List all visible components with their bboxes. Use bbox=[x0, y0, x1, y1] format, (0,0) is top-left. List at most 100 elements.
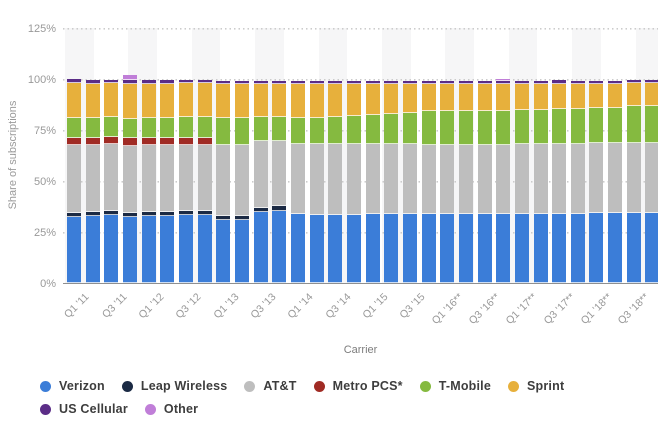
segment-uscellular[interactable] bbox=[216, 80, 231, 85]
segment-sprint[interactable] bbox=[645, 83, 658, 107]
bar-Q215[interactable] bbox=[384, 80, 399, 283]
segment-verizon[interactable] bbox=[589, 212, 604, 283]
segment-sprint[interactable] bbox=[365, 84, 380, 115]
segment-verizon[interactable] bbox=[458, 213, 473, 283]
segment-sprint[interactable] bbox=[570, 84, 585, 109]
bar-Q218[interactable] bbox=[608, 80, 623, 283]
segment-sprint[interactable] bbox=[384, 84, 399, 114]
legend-item-uscellular[interactable]: US Cellular bbox=[40, 402, 128, 416]
segment-leapwireless[interactable] bbox=[122, 212, 137, 217]
bar-Q316[interactable] bbox=[477, 80, 492, 283]
segment-verizon[interactable] bbox=[570, 213, 585, 283]
segment-metropcs[interactable] bbox=[160, 138, 175, 146]
segment-t-mobile[interactable] bbox=[496, 110, 511, 146]
segment-uscellular[interactable] bbox=[67, 78, 81, 84]
segment-uscellular[interactable] bbox=[160, 79, 175, 85]
segment-verizon[interactable] bbox=[514, 213, 529, 283]
segment-att[interactable] bbox=[570, 144, 585, 214]
segment-t-mobile[interactable] bbox=[141, 117, 156, 139]
segment-uscellular[interactable] bbox=[589, 80, 604, 85]
segment-uscellular[interactable] bbox=[365, 80, 380, 85]
segment-att[interactable] bbox=[384, 144, 399, 214]
bar-Q212[interactable] bbox=[160, 79, 175, 283]
segment-verizon[interactable] bbox=[626, 212, 641, 283]
bar-Q115[interactable] bbox=[365, 80, 380, 283]
bar-Q211[interactable] bbox=[85, 79, 100, 283]
segment-leapwireless[interactable] bbox=[104, 210, 119, 215]
segment-uscellular[interactable] bbox=[402, 80, 417, 85]
segment-uscellular[interactable] bbox=[608, 80, 623, 85]
segment-verizon[interactable] bbox=[253, 211, 268, 283]
bar-Q412[interactable] bbox=[197, 79, 212, 283]
segment-t-mobile[interactable] bbox=[514, 109, 529, 145]
segment-att[interactable] bbox=[178, 145, 193, 211]
segment-uscellular[interactable] bbox=[626, 79, 641, 83]
segment-sprint[interactable] bbox=[234, 84, 249, 118]
segment-leapwireless[interactable] bbox=[85, 211, 100, 216]
segment-uscellular[interactable] bbox=[421, 80, 436, 85]
segment-sprint[interactable] bbox=[552, 84, 567, 109]
segment-leapwireless[interactable] bbox=[216, 215, 231, 220]
bar-Q117[interactable] bbox=[514, 80, 529, 283]
segment-att[interactable] bbox=[458, 145, 473, 214]
legend-item-leapwireless[interactable]: Leap Wireless bbox=[121, 379, 228, 393]
segment-other[interactable] bbox=[496, 78, 511, 81]
legend-item-t-mobile[interactable]: T-Mobile bbox=[419, 379, 491, 393]
segment-t-mobile[interactable] bbox=[552, 108, 567, 145]
segment-uscellular[interactable] bbox=[458, 80, 473, 85]
segment-uscellular[interactable] bbox=[552, 79, 567, 85]
bar-Q313[interactable] bbox=[253, 81, 268, 283]
segment-att[interactable] bbox=[533, 144, 548, 214]
segment-t-mobile[interactable] bbox=[216, 117, 231, 146]
bar-Q118[interactable] bbox=[589, 80, 604, 283]
segment-sprint[interactable] bbox=[272, 84, 287, 117]
segment-t-mobile[interactable] bbox=[309, 117, 324, 145]
segment-t-mobile[interactable] bbox=[458, 110, 473, 146]
segment-t-mobile[interactable] bbox=[160, 117, 175, 139]
segment-t-mobile[interactable] bbox=[197, 116, 212, 139]
segment-t-mobile[interactable] bbox=[346, 115, 361, 145]
bar-Q216[interactable] bbox=[458, 80, 473, 283]
segment-uscellular[interactable] bbox=[309, 80, 324, 85]
segment-verizon[interactable] bbox=[402, 213, 417, 283]
segment-t-mobile[interactable] bbox=[67, 117, 81, 139]
segment-sprint[interactable] bbox=[216, 84, 231, 118]
segment-att[interactable] bbox=[440, 145, 455, 214]
segment-verizon[interactable] bbox=[440, 213, 455, 283]
segment-sprint[interactable] bbox=[458, 84, 473, 111]
segment-verizon[interactable] bbox=[608, 212, 623, 283]
segment-att[interactable] bbox=[496, 145, 511, 214]
segment-att[interactable] bbox=[309, 144, 324, 215]
segment-sprint[interactable] bbox=[253, 84, 268, 117]
segment-metropcs[interactable] bbox=[141, 138, 156, 146]
segment-uscellular[interactable] bbox=[85, 79, 100, 85]
segment-verizon[interactable] bbox=[645, 212, 658, 283]
bar-Q214[interactable] bbox=[309, 80, 324, 283]
segment-sprint[interactable] bbox=[440, 84, 455, 111]
bar-Q415[interactable] bbox=[421, 80, 436, 283]
segment-att[interactable] bbox=[141, 145, 156, 212]
segment-t-mobile[interactable] bbox=[570, 108, 585, 145]
legend-item-metropcs[interactable]: Metro PCS* bbox=[313, 379, 403, 393]
segment-uscellular[interactable] bbox=[645, 79, 658, 83]
segment-verizon[interactable] bbox=[85, 215, 100, 283]
segment-att[interactable] bbox=[328, 144, 343, 215]
segment-t-mobile[interactable] bbox=[290, 117, 305, 145]
bar-Q315[interactable] bbox=[402, 80, 417, 283]
segment-metropcs[interactable] bbox=[104, 137, 119, 145]
segment-t-mobile[interactable] bbox=[272, 116, 287, 142]
segment-leapwireless[interactable] bbox=[234, 215, 249, 220]
segment-leapwireless[interactable] bbox=[67, 212, 81, 217]
bar-Q112[interactable] bbox=[141, 79, 156, 283]
segment-att[interactable] bbox=[216, 145, 231, 216]
segment-uscellular[interactable] bbox=[197, 79, 212, 84]
segment-metropcs[interactable] bbox=[122, 138, 137, 147]
segment-att[interactable] bbox=[197, 145, 212, 211]
segment-leapwireless[interactable] bbox=[141, 211, 156, 216]
bar-Q217[interactable] bbox=[533, 80, 548, 283]
segment-t-mobile[interactable] bbox=[645, 106, 658, 144]
segment-att[interactable] bbox=[365, 144, 380, 214]
segment-verizon[interactable] bbox=[104, 214, 119, 283]
bar-Q416[interactable] bbox=[496, 78, 511, 283]
segment-leapwireless[interactable] bbox=[272, 206, 287, 211]
